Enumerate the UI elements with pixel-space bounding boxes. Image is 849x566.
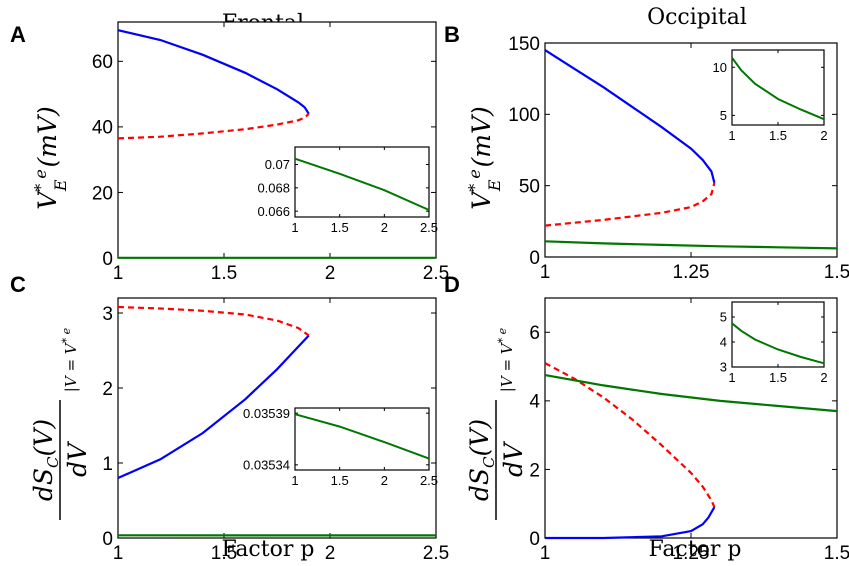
main-a-series-stable-high-line	[117, 29, 310, 115]
xlabel-right: Factor p	[649, 537, 742, 562]
inset-c: 1 1.5 2 2.5 0.03534 0.03539	[243, 406, 438, 488]
main-b-xtick-label: 1.5	[824, 262, 849, 283]
inset-d-xtick-label: 1.5	[769, 370, 787, 385]
main-b-xtick-label: 1	[540, 262, 551, 283]
inset-b-xtick-label: 2	[820, 128, 827, 143]
main-d-series-stable-low-line	[544, 374, 838, 413]
inset-c-xtick-label: 2	[381, 473, 388, 488]
main-a-ytick-label: 0	[102, 249, 113, 270]
main-c-series-unstable-line	[117, 305, 310, 337]
main-d-ytick-label: 0	[529, 529, 540, 550]
main-c-series-stable-high-line	[117, 334, 310, 480]
main-a-frame	[117, 21, 437, 259]
svg-text:dSC(V): dSC(V)	[465, 419, 498, 501]
inset-c-xtick-label: 2.5	[420, 473, 438, 488]
inset-a-xtick-label: 2.5	[420, 220, 438, 235]
inset-a-series-stable-low-line	[294, 157, 430, 211]
inset-b-xtick-label: 1.5	[769, 128, 787, 143]
main-b-series-stable-low-line	[544, 240, 838, 250]
inset-d-ytick-label: 4	[720, 335, 727, 350]
main-d-xtick-label: 1.25	[673, 543, 710, 564]
svg-text:|V = V* e: |V = V* e	[60, 327, 80, 392]
main-b-xtick-label: 1.25	[673, 262, 710, 283]
main-b-ytick-label: 0	[529, 248, 540, 269]
inset-a-ytick-label: 0.066	[257, 204, 290, 219]
inset-a-xtick-label: 1.5	[331, 220, 349, 235]
ylabel-derivative-left: dSC(V) dV |V = V* e	[29, 327, 92, 520]
inset-d-series-stable-low-line	[731, 322, 825, 365]
main-c-xtick-label: 2.5	[423, 543, 449, 564]
main-a-xtick-label: 2.5	[423, 263, 449, 284]
main-a-xtick-label: 1.5	[211, 263, 237, 284]
inset-c-frame	[294, 407, 430, 471]
panel-label-d: D	[444, 272, 460, 297]
inset-a-xtick-label: 1	[291, 220, 298, 235]
svg-text:dSC(V): dSC(V)	[29, 419, 62, 501]
svg-text:dV: dV	[499, 440, 528, 477]
inset-c-xtick-label: 1	[291, 473, 298, 488]
main-c-ytick-label: 2	[102, 379, 113, 400]
panel-label-c: C	[10, 272, 26, 297]
panel-label-a: A	[10, 22, 26, 47]
main-a-ytick-label: 20	[92, 183, 113, 204]
main-d-ytick-label: 4	[529, 392, 540, 413]
svg-text:V* eE(mV): V* eE(mV)	[465, 106, 504, 210]
main-b-series-unstable-line	[544, 182, 716, 227]
inset-d-xtick-label: 1	[728, 370, 735, 385]
inset-b-xtick-label: 1	[728, 128, 735, 143]
inset-c-series-stable-low-line	[294, 413, 430, 460]
main-d-series-unstable-line	[544, 362, 716, 508]
inset-a-xtick-label: 2	[381, 220, 388, 235]
column-title-occipital: Occipital	[647, 5, 747, 30]
main-d-xtick-label: 1	[540, 543, 551, 564]
main-d-ytick-label: 2	[529, 460, 540, 481]
main-a-ytick-label: 40	[92, 118, 113, 139]
main-c-xtick-label: 2	[325, 543, 336, 564]
main-c-ytick-label: 0	[102, 529, 113, 550]
main-a-xtick-label: 2	[325, 263, 336, 284]
main-c-ytick-label: 3	[102, 304, 113, 325]
main-a-series-unstable-line	[117, 112, 310, 140]
xlabel-left: Factor p	[222, 537, 315, 562]
main-d-ytick-label: 6	[529, 323, 540, 344]
main-a-ytick-label: 60	[92, 52, 113, 73]
inset-c-ytick-label: 0.03539	[243, 406, 290, 421]
ylabel-derivative-right: dSC(V) dV |V = V* e	[465, 327, 528, 520]
svg-text:V* eE(mV): V* eE(mV)	[31, 106, 70, 210]
inset-b-series-stable-low-line	[731, 57, 825, 121]
inset-a-ytick-label: 0.07	[265, 157, 290, 172]
inset-d-xtick-label: 2	[820, 370, 827, 385]
inset-b-ytick-label: 5	[720, 108, 727, 123]
main-b-ytick-label: 50	[519, 177, 540, 198]
panel-a: A 1 1.5 2 2.5 0 20 40 60 1 1.5 2 2.5 0.066 0.068 0.07	[10, 21, 449, 284]
main-c-xtick-label: 1	[113, 543, 124, 564]
inset-a: 1 1.5 2 2.5 0.066 0.068 0.07	[257, 146, 438, 235]
inset-b-ytick-label: 10	[713, 60, 727, 75]
ylabel-voltage-right: V* eE(mV)	[465, 106, 504, 210]
main-d-series-stable-high-line	[545, 506, 716, 540]
main-c-ytick-label: 1	[102, 454, 113, 475]
main-b-ytick-label: 150	[508, 34, 540, 55]
inset-d-ytick-label: 5	[720, 310, 727, 325]
svg-text:dV: dV	[63, 440, 92, 477]
main-c-xtick-label: 1.5	[211, 543, 237, 564]
main-b-series-stable-high-line	[544, 49, 716, 184]
inset-c-xtick-label: 1.5	[331, 473, 349, 488]
inset-b: 1 1.5 2 5 10	[713, 49, 828, 143]
ylabel-voltage-left: V* eE(mV)	[31, 106, 70, 210]
inset-a-ytick-label: 0.068	[257, 181, 290, 196]
main-b-ytick-label: 100	[508, 105, 540, 126]
inset-c-ytick-label: 0.03534	[243, 458, 290, 473]
inset-d: 1 1.5 2 3 4 5	[720, 301, 828, 385]
svg-text:|V = V* e: |V = V* e	[496, 327, 516, 392]
panel-label-b: B	[444, 22, 460, 47]
panel-d: D 1 1.25 1.5 0 2 4 6 1 1.5 2 3 4 5	[444, 272, 849, 564]
main-d-xtick-label: 1.5	[824, 543, 849, 564]
main-a-xtick-label: 1	[113, 263, 124, 284]
inset-d-ytick-label: 3	[720, 360, 727, 375]
panel-b: B 1 1.25 1.5 0 50 100 150 1 1.5 2 5 10	[444, 22, 849, 283]
